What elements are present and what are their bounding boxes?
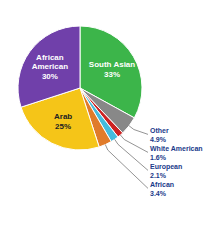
slice-label: African [150, 181, 174, 188]
leader-line [115, 139, 148, 170]
value-label: 3.4% [150, 190, 167, 197]
leader-line [129, 126, 148, 135]
value-label: 2.1% [150, 172, 167, 179]
slice-label-line: Arab [54, 112, 72, 121]
value-label: 33% [104, 70, 120, 79]
pie-slice [18, 26, 80, 107]
value-label: 4.9% [150, 136, 167, 143]
slice-label: Arab [54, 112, 72, 121]
slice-label: South Asian [89, 60, 135, 69]
labels: South Asian33%Arab25%AfricanAmerican30%O… [32, 53, 203, 197]
slice-label: Other [150, 127, 169, 134]
slice-label-line: American [32, 62, 69, 71]
slice-label-line: South Asian [89, 60, 135, 69]
slice-label: White American [150, 145, 203, 152]
value-label: 25% [55, 122, 71, 131]
slice-label: AfricanAmerican [32, 53, 69, 72]
value-label: 1.6% [150, 154, 167, 161]
leader-line [105, 145, 148, 189]
pie-chart: South Asian33%Arab25%AfricanAmerican30%O… [0, 0, 223, 225]
wedges [18, 26, 142, 150]
slice-label: European [150, 163, 182, 171]
chart-container: South Asian33%Arab25%AfricanAmerican30%O… [0, 0, 223, 225]
value-label: 30% [42, 72, 58, 81]
slice-label-line: African [36, 53, 64, 62]
